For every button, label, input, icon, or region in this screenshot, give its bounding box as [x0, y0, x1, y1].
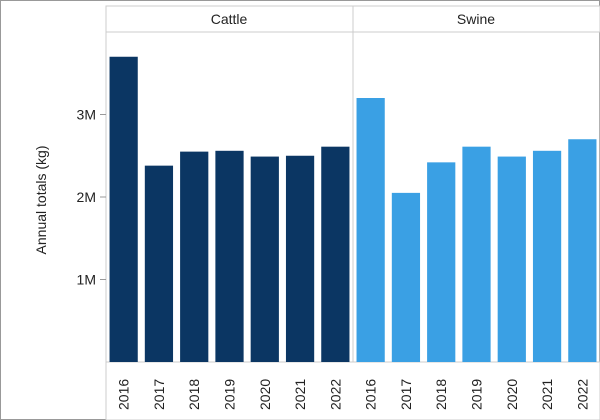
- panel-header-swine: [352, 5, 600, 33]
- x-tick-label: 2017: [398, 379, 414, 410]
- bar-swine-2022: [568, 139, 597, 362]
- y-tick-label: 3M: [77, 107, 96, 123]
- x-tick-label: 2018: [433, 379, 449, 410]
- x-tick-label: 2020: [504, 379, 520, 410]
- bar-swine-2018: [427, 162, 456, 362]
- bar-cattle-2022: [321, 146, 350, 362]
- x-tick-label: 2019: [222, 379, 238, 410]
- y-tick-label: 2M: [77, 189, 96, 205]
- panel-title-swine: Swine: [457, 11, 495, 27]
- x-tick-label: 2022: [327, 379, 343, 410]
- x-tick-label: 2022: [574, 379, 590, 410]
- x-tick-label: 2016: [363, 379, 379, 410]
- x-tick-label: 2021: [292, 379, 308, 410]
- y-axis-label: Annual totals (kg): [33, 146, 49, 255]
- bar-swine-2021: [532, 150, 562, 362]
- bar-cattle-2020: [250, 156, 279, 362]
- bar-cattle-2017: [144, 165, 174, 362]
- bar-swine-2017: [391, 192, 421, 362]
- x-tick-label: 2020: [257, 379, 273, 410]
- x-tick-label: 2018: [186, 379, 202, 410]
- bar-cattle-2018: [180, 151, 209, 362]
- bar-cattle-2021: [285, 155, 315, 362]
- x-tick-label: 2017: [151, 379, 167, 410]
- bar-swine-2016: [356, 98, 385, 362]
- x-tick-label: 2016: [116, 379, 132, 410]
- bar-swine-2020: [497, 156, 526, 362]
- bar-cattle-2016: [109, 56, 138, 362]
- x-axis-strip: [105, 361, 600, 420]
- x-tick-label: 2019: [469, 379, 485, 410]
- panel-title-cattle: Cattle: [211, 11, 248, 27]
- y-tick-label: 1M: [77, 272, 96, 288]
- bar-cattle-2019: [215, 150, 244, 362]
- bar-swine-2019: [462, 146, 491, 362]
- x-tick-label: 2021: [539, 379, 555, 410]
